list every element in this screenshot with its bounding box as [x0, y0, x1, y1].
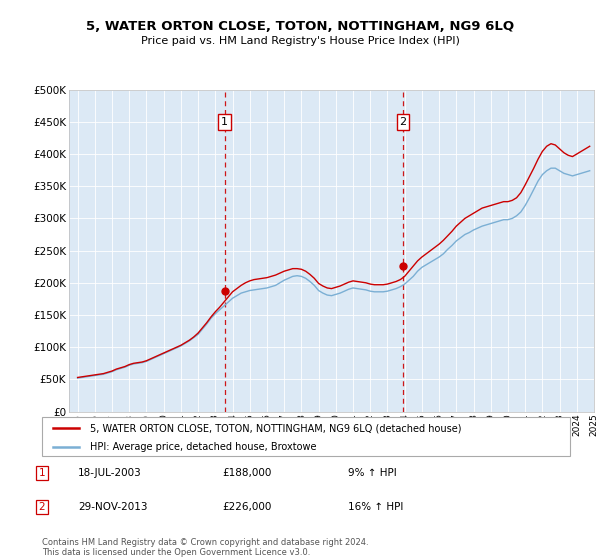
Text: 18-JUL-2003: 18-JUL-2003: [78, 468, 142, 478]
Text: 5, WATER ORTON CLOSE, TOTON, NOTTINGHAM, NG9 6LQ (detached house): 5, WATER ORTON CLOSE, TOTON, NOTTINGHAM,…: [89, 423, 461, 433]
Text: 2: 2: [400, 117, 407, 127]
Text: HPI: Average price, detached house, Broxtowe: HPI: Average price, detached house, Brox…: [89, 442, 316, 451]
Text: Price paid vs. HM Land Registry's House Price Index (HPI): Price paid vs. HM Land Registry's House …: [140, 36, 460, 46]
Text: £226,000: £226,000: [222, 502, 271, 512]
Text: 5, WATER ORTON CLOSE, TOTON, NOTTINGHAM, NG9 6LQ: 5, WATER ORTON CLOSE, TOTON, NOTTINGHAM,…: [86, 20, 514, 32]
Text: 9% ↑ HPI: 9% ↑ HPI: [348, 468, 397, 478]
Text: 2: 2: [38, 502, 46, 512]
Text: 29-NOV-2013: 29-NOV-2013: [78, 502, 148, 512]
Text: Contains HM Land Registry data © Crown copyright and database right 2024.
This d: Contains HM Land Registry data © Crown c…: [42, 538, 368, 557]
Text: £188,000: £188,000: [222, 468, 271, 478]
Text: 1: 1: [38, 468, 46, 478]
Text: 1: 1: [221, 117, 228, 127]
Text: 16% ↑ HPI: 16% ↑ HPI: [348, 502, 403, 512]
